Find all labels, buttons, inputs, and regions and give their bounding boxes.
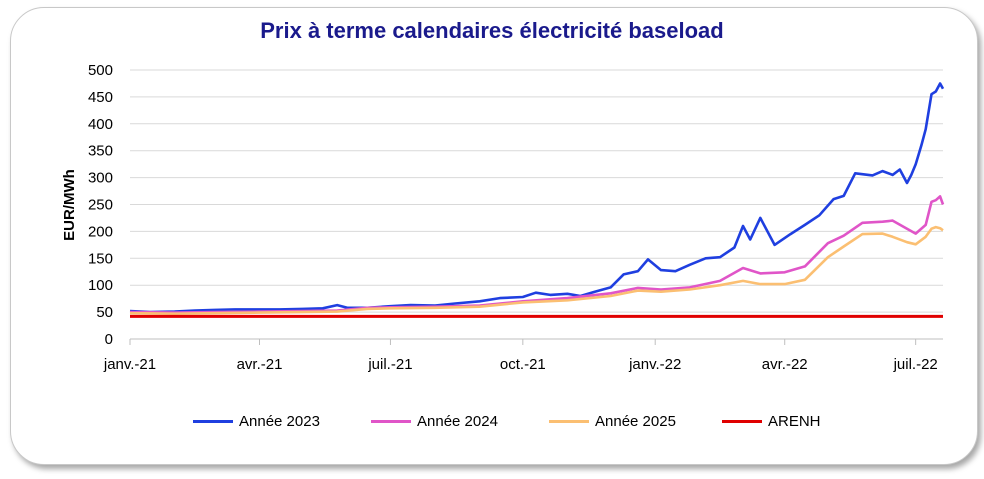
x-tick-label: avr.-21 [237, 356, 283, 373]
legend-swatch [371, 419, 411, 423]
x-tick-label: janv.-21 [103, 356, 156, 373]
legend-label: Année 2025 [595, 412, 676, 430]
y-tick-label: 100 [88, 277, 113, 294]
legend: Année 2023 Année 2024 Année 2025 ARENH [0, 410, 984, 432]
y-axis-ticks: 0 50 100 150 200 250 300 350 400 450 500 [88, 62, 113, 348]
y-tick-label: 400 [88, 116, 113, 133]
legend-item: Année 2025 [549, 410, 676, 432]
legend-label: Année 2024 [417, 412, 498, 430]
x-tick-label: janv.-22 [628, 356, 681, 373]
series-lines [129, 82, 945, 318]
x-tick-label: juil.-21 [367, 356, 412, 373]
legend-label: ARENH [768, 412, 821, 430]
y-axis-label: EUR/MWh [61, 169, 78, 241]
y-tick-label: 450 [88, 89, 113, 106]
y-tick-label: 300 [88, 170, 113, 187]
chart-title: Prix à terme calendaires électricité bas… [260, 18, 724, 43]
grid-lines [130, 69, 943, 340]
y-tick-label: 150 [88, 250, 113, 267]
legend-swatch [193, 419, 233, 423]
y-tick-label: 50 [96, 304, 113, 321]
chart-frame [10, 7, 978, 465]
series-line-2 [129, 225, 944, 316]
x-axis: janv.-21 avr.-21 juil.-21 oct.-21 janv.-22 av… [103, 338, 943, 373]
legend-item: Année 2023 [193, 410, 320, 432]
series-line-0 [129, 82, 945, 314]
x-tick-label: oct.-21 [500, 356, 546, 373]
y-tick-label: 250 [88, 197, 113, 214]
y-tick-label: 0 [105, 331, 113, 348]
legend-item: Année 2024 [371, 410, 498, 432]
legend-swatch [549, 419, 589, 423]
x-tick-label: juil.-22 [893, 356, 938, 373]
y-tick-label: 350 [88, 143, 113, 160]
legend-item: ARENH [722, 410, 821, 432]
x-tick-label: avr.-22 [762, 356, 808, 373]
y-tick-label: 500 [88, 62, 113, 79]
legend-swatch [722, 419, 762, 423]
y-tick-label: 200 [88, 223, 113, 240]
legend-label: Année 2023 [239, 412, 320, 430]
